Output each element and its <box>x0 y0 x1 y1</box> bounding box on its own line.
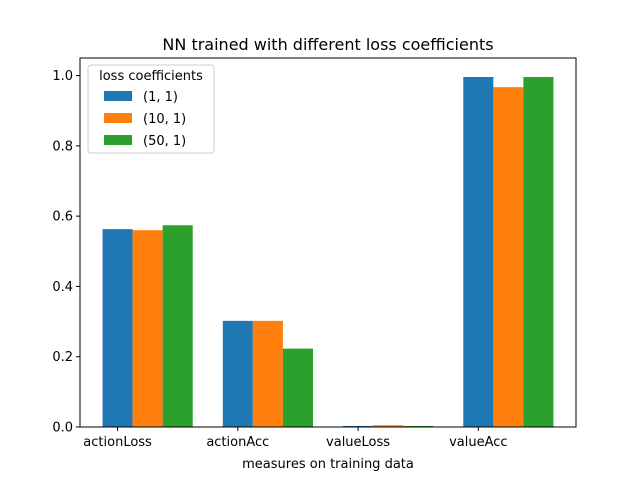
axes-frame <box>79 57 577 428</box>
legend-label: (1, 1) <box>143 90 178 105</box>
bar-valueAcc-series-2 <box>493 87 524 427</box>
bar-actionAcc-series-3 <box>282 348 313 427</box>
x-tick-label: actionLoss <box>83 435 152 450</box>
x-axis-ticks: actionLoss actionAcc valueLoss valueAcc <box>83 427 508 450</box>
x-tick-label: actionAcc <box>206 435 269 450</box>
legend-swatch <box>104 113 132 123</box>
x-tick-label: valueLoss <box>326 435 390 450</box>
bar-actionAcc-series-1 <box>222 320 253 427</box>
bar-valueLoss-series-1 <box>343 425 374 427</box>
bar-actionLoss-series-1 <box>102 229 133 427</box>
legend-label: (50, 1) <box>143 134 186 149</box>
y-tick-label: 0.8 <box>52 139 73 154</box>
legend-label: (10, 1) <box>143 112 186 127</box>
y-tick-label: 0.4 <box>52 280 73 295</box>
legend-entries: (1, 1) (10, 1) (50, 1) <box>104 90 186 149</box>
y-tick-label: 0.6 <box>52 210 73 225</box>
bar-actionAcc-series-2 <box>252 320 283 427</box>
legend-box <box>87 64 215 154</box>
bar-actionLoss-series-3 <box>162 225 193 427</box>
x-axis-label: measures on training data <box>242 457 414 472</box>
legend: loss coefficients (1, 1) (10, 1) (50, 1) <box>87 64 215 154</box>
bar-valueLoss-series-3 <box>403 425 434 427</box>
bar-actionLoss-series-2 <box>132 230 163 427</box>
bar-valueLoss-series-2 <box>373 425 404 427</box>
bar-valueAcc-series-1 <box>463 76 494 427</box>
legend-swatch <box>104 135 132 145</box>
legend-title: loss coefficients <box>99 69 203 84</box>
legend-swatch <box>104 91 132 101</box>
chart-title: NN trained with different loss coefficie… <box>162 35 493 54</box>
x-tick-label: valueAcc <box>449 435 507 450</box>
plot-area <box>102 76 554 427</box>
y-tick-label: 0.0 <box>52 421 73 436</box>
y-axis-ticks: 0.0 0.2 0.4 0.6 0.8 1.0 <box>52 69 80 436</box>
y-tick-label: 0.2 <box>52 350 73 365</box>
bar-valueAcc-series-3 <box>523 76 554 427</box>
y-tick-label: 1.0 <box>52 69 73 84</box>
